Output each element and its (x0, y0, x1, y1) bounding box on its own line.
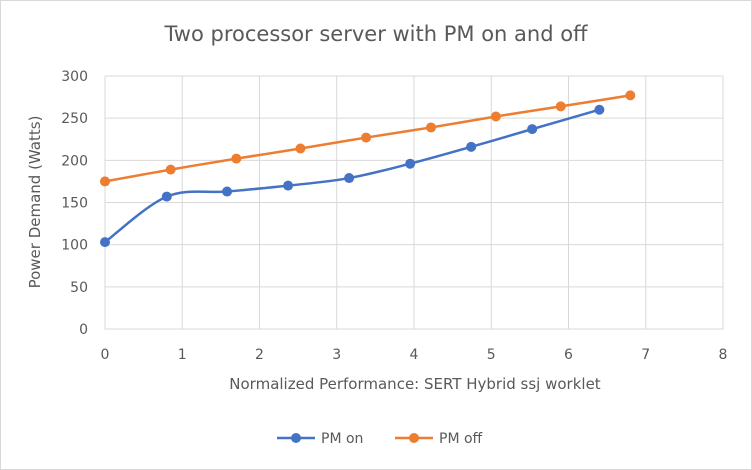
data-point-pm-off[interactable] (425, 122, 436, 133)
x-axis-ticks: 0 1 2 3 4 5 6 7 8 (101, 347, 728, 363)
data-point-pm-on[interactable] (466, 141, 477, 152)
data-point-pm-off[interactable] (361, 132, 372, 143)
x-tick-label: 6 (564, 347, 573, 363)
data-point-pm-off[interactable] (295, 143, 306, 154)
legend-label-pm-on: PM on (321, 431, 363, 447)
x-tick-label: 2 (255, 347, 264, 363)
data-point-pm-off[interactable] (490, 111, 501, 122)
data-point-pm-off[interactable] (165, 164, 176, 175)
series-pm-off (100, 90, 636, 187)
data-point-pm-on[interactable] (527, 124, 538, 135)
series-pm-on (100, 104, 605, 248)
x-tick-label: 3 (332, 347, 341, 363)
legend: PM on PM off (277, 431, 483, 447)
data-point-pm-on[interactable] (100, 237, 110, 248)
chart-title: Two processor server with PM on and off (163, 22, 588, 46)
data-point-pm-on[interactable] (222, 186, 233, 197)
data-point-pm-on[interactable] (161, 191, 172, 202)
y-axis-ticks: 0 50 100 150 200 250 300 (61, 69, 88, 338)
gridlines (104, 75, 724, 330)
x-tick-label: 1 (178, 347, 187, 363)
legend-swatch-marker (291, 433, 301, 443)
y-tick-label: 150 (61, 196, 88, 212)
data-point-pm-on[interactable] (405, 158, 416, 169)
x-tick-label: 4 (410, 347, 419, 363)
y-axis-title: Power Demand (Watts) (26, 116, 44, 289)
x-tick-label: 0 (101, 347, 110, 363)
legend-item-pm-off[interactable]: PM off (395, 431, 483, 447)
x-tick-label: 7 (641, 347, 650, 363)
legend-item-pm-on[interactable]: PM on (277, 431, 363, 447)
legend-swatch-marker (409, 433, 419, 443)
y-tick-label: 0 (79, 322, 88, 338)
data-point-pm-off[interactable] (555, 101, 566, 112)
data-point-pm-off[interactable] (100, 176, 110, 187)
data-point-pm-on[interactable] (344, 173, 355, 184)
series-layer (100, 90, 636, 248)
legend-label-pm-off: PM off (439, 431, 483, 447)
y-tick-label: 200 (61, 153, 88, 169)
y-tick-label: 100 (61, 238, 88, 254)
y-tick-label: 250 (61, 111, 88, 127)
data-point-pm-off[interactable] (231, 153, 242, 164)
data-point-pm-on[interactable] (283, 180, 294, 191)
y-tick-label: 300 (61, 69, 88, 85)
data-point-pm-off[interactable] (625, 90, 636, 101)
y-tick-label: 50 (70, 280, 88, 296)
x-axis-title: Normalized Performance: SERT Hybrid ssj … (229, 375, 601, 393)
x-tick-label: 5 (487, 347, 496, 363)
x-tick-label: 8 (719, 347, 728, 363)
data-point-pm-on[interactable] (594, 104, 605, 115)
